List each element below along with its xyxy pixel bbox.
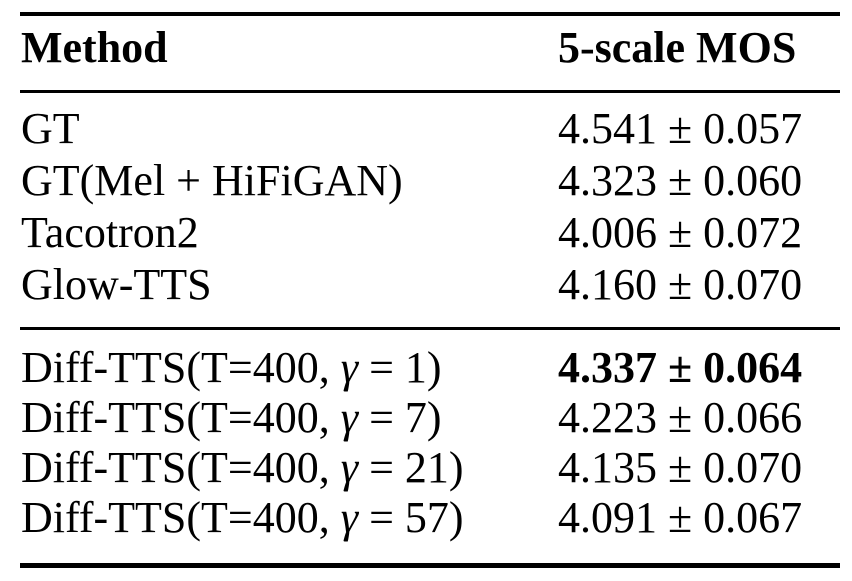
mos-cell: 4.323 ± 0.060 <box>558 155 803 205</box>
method-label-prefix: Diff-TTS(T=400, <box>21 442 341 492</box>
method-cell: Glow-TTS <box>21 259 212 309</box>
mos-column-header: 5-scale MOS <box>558 22 797 72</box>
method-label-prefix: Diff-TTS(T=400, <box>21 492 341 542</box>
gamma-symbol: γ <box>340 442 359 492</box>
table-row: Diff-TTS(T=400, γ = 1) 4.337 ± 0.064 <box>20 342 840 392</box>
table-row: Diff-TTS(T=400, γ = 21) 4.135 ± 0.070 <box>20 442 840 492</box>
mos-cell: 4.160 ± 0.070 <box>558 259 803 309</box>
gamma-symbol: γ <box>340 342 359 392</box>
mos-cell: 4.337 ± 0.064 <box>558 342 803 392</box>
table-row: GT 4.541 ± 0.057 <box>20 102 840 154</box>
method-label-suffix: = 57) <box>358 492 464 542</box>
mos-cell: 4.541 ± 0.057 <box>558 103 803 153</box>
method-label-suffix: = 1) <box>358 342 442 392</box>
method-cell: Diff-TTS(T=400, γ = 7) <box>20 392 558 443</box>
table-top-rule <box>20 12 840 16</box>
method-cell: Tacotron2 <box>21 207 199 257</box>
table-row: GT(Mel + HiFiGAN) 4.323 ± 0.060 <box>20 154 840 206</box>
table-row: Diff-TTS(T=400, γ = 7) 4.223 ± 0.066 <box>20 392 840 442</box>
method-label-prefix: Diff-TTS(T=400, <box>21 392 341 442</box>
header-divider-rule <box>20 90 840 93</box>
baseline-methods-section: GT 4.541 ± 0.057 GT(Mel + HiFiGAN) 4.323… <box>20 102 840 310</box>
gamma-symbol: γ <box>340 492 359 542</box>
table-bottom-rule <box>20 563 840 568</box>
diff-tts-methods-section: Diff-TTS(T=400, γ = 1) 4.337 ± 0.064 Dif… <box>20 342 840 542</box>
method-cell: Diff-TTS(T=400, γ = 57) <box>20 492 558 543</box>
table-row: Tacotron2 4.006 ± 0.072 <box>20 206 840 258</box>
method-column-header: Method <box>21 22 168 72</box>
table-header-row: Method 5-scale MOS <box>20 22 840 72</box>
table-row: Glow-TTS 4.160 ± 0.070 <box>20 258 840 310</box>
method-label-suffix: = 21) <box>358 442 464 492</box>
method-label-suffix: = 7) <box>358 392 442 442</box>
method-cell: GT(Mel + HiFiGAN) <box>21 155 403 205</box>
mos-cell: 4.091 ± 0.067 <box>558 492 803 542</box>
method-cell: Diff-TTS(T=400, γ = 1) <box>20 342 558 393</box>
mos-cell: 4.006 ± 0.072 <box>558 207 803 257</box>
table-row: Diff-TTS(T=400, γ = 57) 4.091 ± 0.067 <box>20 492 840 542</box>
mos-cell: 4.135 ± 0.070 <box>558 442 803 492</box>
section-divider-rule <box>20 327 840 330</box>
method-cell: GT <box>21 103 80 153</box>
mos-cell: 4.223 ± 0.066 <box>558 392 803 442</box>
method-cell: Diff-TTS(T=400, γ = 21) <box>20 442 558 493</box>
gamma-symbol: γ <box>340 392 359 442</box>
method-label-prefix: Diff-TTS(T=400, <box>21 342 341 392</box>
